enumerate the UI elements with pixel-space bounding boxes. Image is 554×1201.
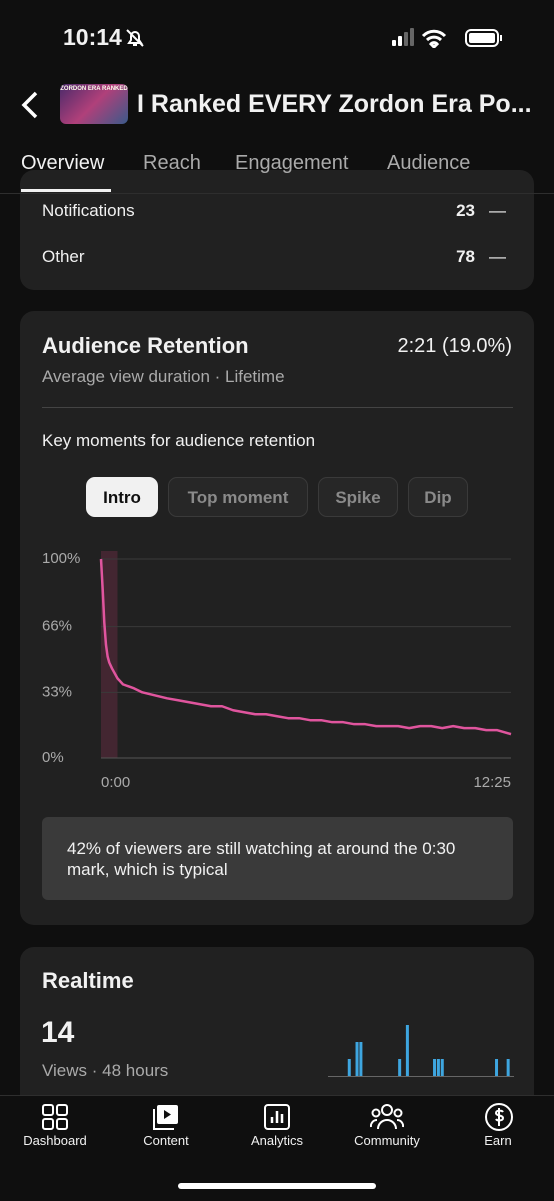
realtime-chart: [328, 1025, 514, 1077]
retention-chart: 0% 33% 66% 100% 0:00 12:25: [42, 550, 512, 791]
chip[interactable]: Dip: [408, 477, 468, 517]
thumbnail-text: ZORDON ERA RANKED: [60, 86, 128, 92]
y-tick-label: 100%: [42, 550, 80, 567]
video-title: I Ranked EVERY Zordon Era Po...: [137, 90, 532, 118]
x-tick-label: 0:00: [101, 774, 130, 791]
chip[interactable]: Top moment: [168, 477, 308, 517]
nav-item[interactable]: Dashboard: [23, 1133, 87, 1148]
divider: [42, 407, 513, 408]
tab[interactable]: Overview: [21, 152, 105, 174]
chip[interactable]: Intro: [86, 477, 158, 517]
tab[interactable]: Engagement: [235, 152, 349, 174]
traffic-card: [20, 170, 534, 290]
traffic-trend: —: [489, 247, 506, 266]
bell-off-icon: [126, 29, 144, 47]
clock: 10:14: [63, 24, 122, 50]
bar: [355, 1042, 359, 1076]
tab[interactable]: Reach: [143, 152, 201, 174]
nav-item[interactable]: Earn: [484, 1133, 512, 1148]
nav-item[interactable]: Content: [143, 1133, 189, 1148]
retention-value: 2:21 (19.0%): [397, 335, 512, 357]
key-moment-highlight: [101, 551, 118, 758]
tab[interactable]: Audience: [387, 152, 471, 174]
bar: [433, 1059, 437, 1076]
nav-item[interactable]: Analytics: [250, 1133, 304, 1148]
bar: [440, 1059, 444, 1076]
bar: [436, 1059, 440, 1076]
traffic-value: 78: [456, 247, 475, 266]
earn-icon: [485, 1103, 513, 1131]
y-tick-label: 66%: [42, 618, 72, 635]
traffic-value: 23: [456, 201, 475, 220]
retention-note: 42% of viewers are still watching at aro…: [67, 839, 456, 879]
realtime-title: Realtime: [42, 968, 134, 993]
y-tick-label: 0%: [42, 749, 64, 766]
content-icon: [153, 1105, 178, 1130]
traffic-label: Notifications: [42, 201, 135, 220]
bar: [359, 1042, 363, 1076]
back-button[interactable]: [18, 90, 42, 120]
chip[interactable]: Spike: [318, 477, 398, 517]
analytics-icon: [264, 1104, 290, 1130]
dashboard-icon: [42, 1104, 68, 1130]
realtime-views-label: Views · 48 hours: [42, 1061, 169, 1080]
realtime-views: 14: [41, 1016, 75, 1049]
x-tick-label: 12:25: [473, 774, 511, 791]
key-moments-label: Key moments for audience retention: [42, 431, 316, 450]
note-box: 42% of viewers are still watching at aro…: [42, 817, 513, 900]
home-indicator: [178, 1183, 376, 1189]
retention-line: [99, 558, 512, 736]
y-tick-label: 33%: [42, 683, 72, 700]
retention-subtitle: Average view duration · Lifetime: [42, 367, 285, 386]
bar: [495, 1059, 499, 1076]
nav-item[interactable]: Community: [354, 1133, 420, 1148]
divider: [0, 193, 554, 194]
bar: [405, 1025, 409, 1076]
community-icon: [370, 1104, 404, 1130]
bar: [398, 1059, 402, 1076]
traffic-label: Other: [42, 247, 85, 266]
bar: [347, 1059, 351, 1076]
traffic-trend: —: [489, 201, 506, 220]
thumbnail: ZORDON ERA RANKED: [60, 84, 128, 124]
retention-title: Audience Retention: [42, 333, 249, 358]
bar: [506, 1059, 510, 1076]
tab-indicator: [21, 189, 111, 192]
status-icons: [392, 28, 502, 48]
